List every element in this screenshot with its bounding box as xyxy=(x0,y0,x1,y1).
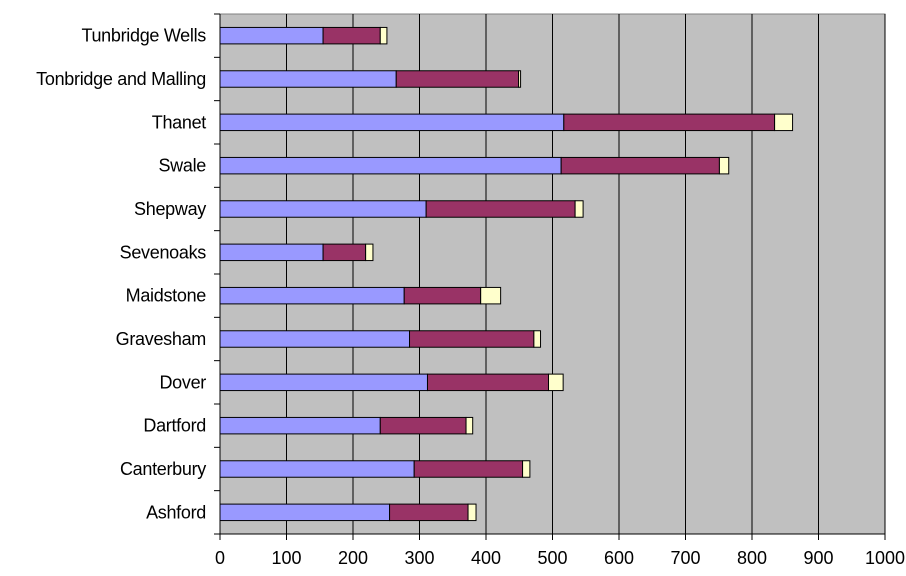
category-label: Gravesham xyxy=(116,329,206,349)
bar-segment xyxy=(379,26,388,45)
category-label: Ashford xyxy=(146,502,206,522)
category-label: Dover xyxy=(159,372,206,392)
x-axis-ticks: 0 100 200 300 400 500 600 700 800 900 1000 xyxy=(215,534,905,568)
bar-segment xyxy=(219,503,391,522)
y-axis-ticks: Ashford Canterbury Dartford Dover Gravesham M… xyxy=(36,13,220,535)
bar-segment xyxy=(395,70,520,88)
bar-segment xyxy=(548,373,564,392)
x-tick-label: 400 xyxy=(471,548,501,568)
x-tick-label: 0 xyxy=(215,548,225,568)
x-tick-label: 900 xyxy=(803,548,833,568)
bar-segment xyxy=(409,330,535,348)
bar-segment xyxy=(465,416,474,435)
bar-segment xyxy=(560,156,720,175)
bar-segment xyxy=(563,113,776,132)
x-tick-label: 500 xyxy=(537,548,567,568)
bar-segment xyxy=(379,416,467,435)
bar-segment xyxy=(219,156,562,175)
bar-segment xyxy=(522,460,531,478)
x-tick-label: 300 xyxy=(404,548,434,568)
bar-segment xyxy=(322,26,381,45)
bar-segment xyxy=(219,460,415,478)
bar-segment xyxy=(219,26,324,45)
category-label: Canterbury xyxy=(120,459,206,479)
bar-segment xyxy=(533,330,542,348)
bar-segment xyxy=(219,70,397,88)
bar-segment xyxy=(219,373,428,392)
bar-segment xyxy=(365,243,374,262)
category-label: Swale xyxy=(158,156,206,176)
bar-segment xyxy=(389,503,469,522)
category-label: Shepway xyxy=(134,199,206,219)
bar-segment xyxy=(774,113,794,132)
x-tick-label: 100 xyxy=(271,548,301,568)
bar-segment xyxy=(518,70,522,88)
bar-segment xyxy=(322,243,367,262)
bar-segment xyxy=(426,373,550,392)
bars xyxy=(219,26,794,522)
category-label: Sevenoaks xyxy=(120,242,207,262)
category-label: Thanet xyxy=(152,112,207,132)
bar-segment xyxy=(219,113,565,132)
x-tick-label: 1000 xyxy=(865,548,905,568)
x-tick-label: 600 xyxy=(604,548,634,568)
bar-segment xyxy=(219,330,411,348)
bar-segment xyxy=(480,286,502,305)
bar-segment xyxy=(467,503,477,522)
bar-segment xyxy=(574,200,584,218)
bar-segment xyxy=(718,156,730,175)
category-label: Maidstone xyxy=(126,286,207,306)
category-label: Tunbridge Wells xyxy=(81,26,206,46)
bar-segment xyxy=(219,200,427,218)
category-label: Tonbridge and Malling xyxy=(36,69,206,89)
bar-segment xyxy=(425,200,576,218)
gridlines xyxy=(286,14,886,534)
bar-segment xyxy=(219,286,405,305)
bar-segment xyxy=(403,286,482,305)
category-label: Dartford xyxy=(143,416,206,436)
x-tick-label: 800 xyxy=(737,548,767,568)
bar-segment xyxy=(413,460,524,478)
x-tick-label: 200 xyxy=(338,548,368,568)
x-tick-label: 700 xyxy=(670,548,700,568)
bar-segment xyxy=(219,243,324,262)
bar-segment xyxy=(219,416,381,435)
